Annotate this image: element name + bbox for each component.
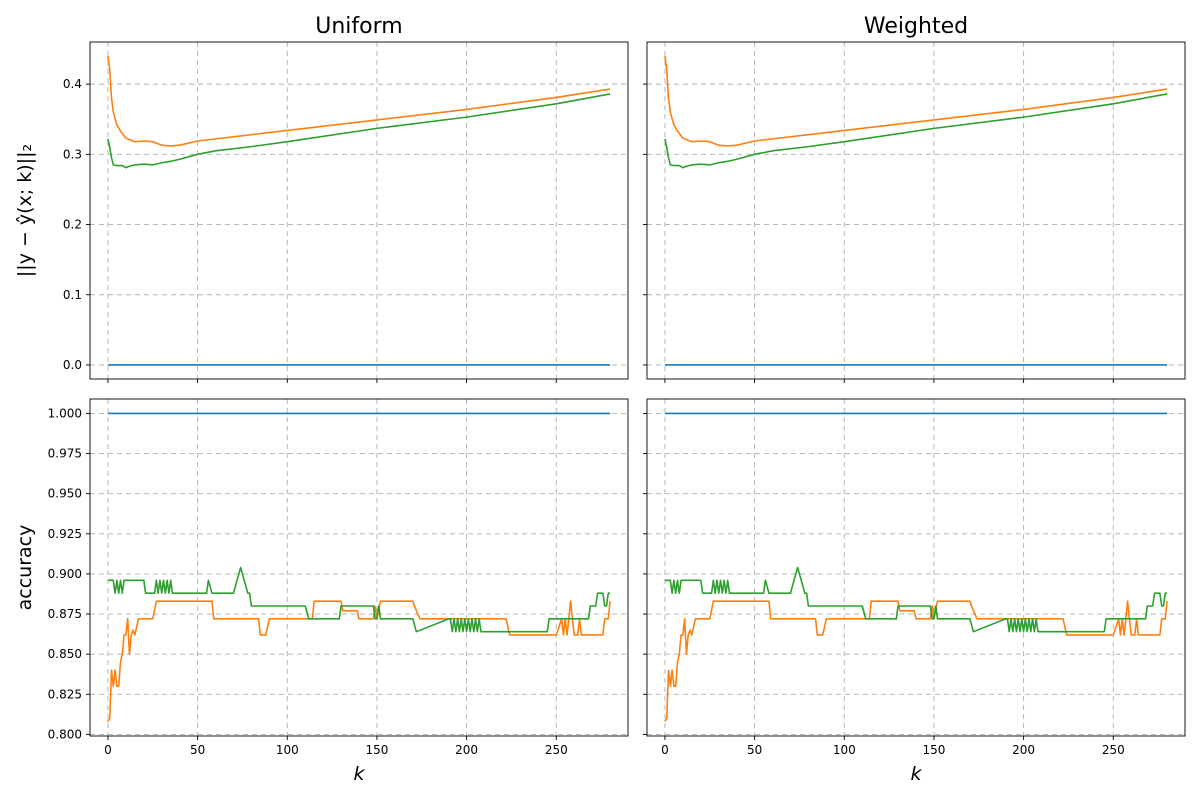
- series-line-2: [664, 93, 1168, 169]
- x-tick-label: 200: [455, 743, 478, 757]
- series-line-2: [664, 566, 1168, 633]
- x-axis-label: k: [353, 763, 365, 785]
- panels: 0.0 0.1 0.2 0.3 0.4 Uniform ||y − ŷ(x; k)||₂ We…: [14, 14, 1186, 785]
- y-tick-label: 0.3: [63, 147, 82, 161]
- y-tick-label: 0.1: [63, 288, 82, 302]
- x-tick-label: 200: [1012, 743, 1035, 757]
- panel-3: 0 50 100 150 200 250 k: [643, 398, 1186, 785]
- y-tick-label: 0.825: [48, 687, 82, 701]
- panel-title: Weighted: [864, 14, 968, 39]
- axes-frame: [89, 398, 629, 737]
- series-group: [664, 55, 1168, 366]
- y-tick-label: 0.2: [63, 218, 82, 232]
- y-tick-label: 0.875: [48, 607, 82, 621]
- series-line-2: [107, 566, 611, 633]
- x-tick-label: 250: [1102, 743, 1125, 757]
- axes-frame: [89, 41, 629, 380]
- series-group: [107, 55, 611, 366]
- y-tick-label: 0.900: [48, 567, 82, 581]
- y-tick-label: 0.950: [48, 487, 82, 501]
- panel-0: 0.0 0.1 0.2 0.3 0.4 Uniform ||y − ŷ(x; k)||₂: [14, 14, 629, 383]
- panel-1: Weighted: [643, 14, 1186, 383]
- panel-title: Uniform: [315, 14, 402, 39]
- x-tick-label: 150: [922, 743, 945, 757]
- y-tick-label: 0.0: [63, 358, 82, 372]
- series-group: [664, 412, 1168, 722]
- series-line-1: [664, 600, 1168, 722]
- y-tick-label: 0.850: [48, 647, 82, 661]
- x-tick-label: 50: [190, 743, 205, 757]
- x-tick-label: 100: [833, 743, 856, 757]
- series-line-1: [107, 600, 611, 722]
- x-tick-label: 0: [104, 743, 112, 757]
- y-tick-label: 0.975: [48, 447, 82, 461]
- series-group: [107, 412, 611, 722]
- y-axis-label: ||y − ŷ(x; k)||₂: [14, 144, 36, 277]
- x-tick-label: 250: [545, 743, 568, 757]
- x-tick-label: 150: [365, 743, 388, 757]
- y-axis-label: accuracy: [14, 525, 36, 611]
- series-line-1: [107, 55, 611, 147]
- series-line-1: [664, 55, 1168, 147]
- series-line-2: [107, 93, 611, 169]
- x-tick-label: 100: [276, 743, 299, 757]
- y-tick-label: 0.800: [48, 727, 82, 741]
- y-tick-label: 0.925: [48, 527, 82, 541]
- x-axis-label: k: [910, 763, 922, 785]
- axes-frame: [646, 41, 1186, 380]
- y-tick-label: 1.000: [48, 406, 82, 420]
- x-tick-label: 0: [661, 743, 669, 757]
- panel-2: 0 50 100 150 200 250 0.800 0.825 0.850 0.875 0.900…: [14, 398, 629, 785]
- x-tick-label: 50: [747, 743, 762, 757]
- y-tick-label: 0.4: [63, 77, 82, 91]
- axes-frame: [646, 398, 1186, 737]
